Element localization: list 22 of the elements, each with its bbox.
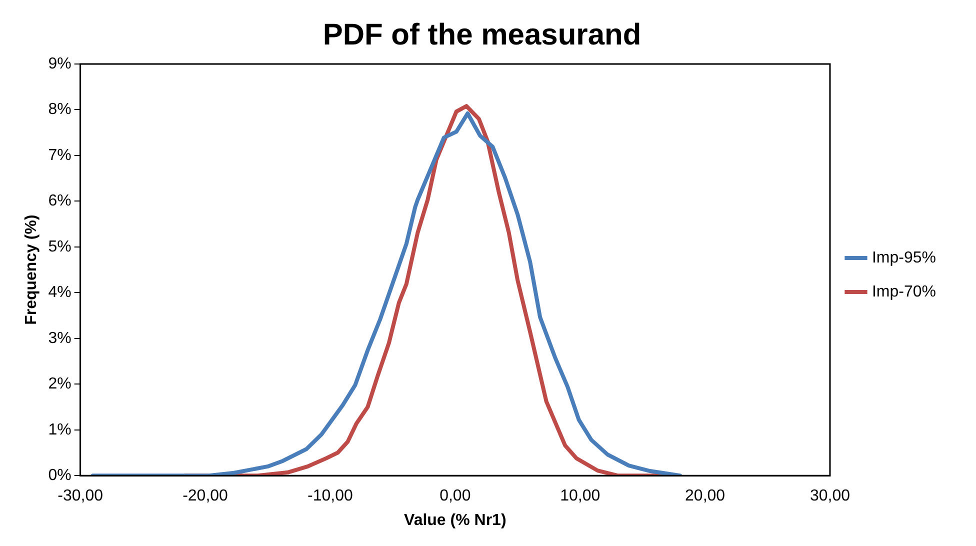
x-tick-label: -20,00 <box>182 488 228 505</box>
x-tick-label: 30,00 <box>810 488 850 505</box>
legend-label: Imp-95% <box>872 249 936 266</box>
x-tick-label: -10,00 <box>308 488 353 505</box>
legend-label: Imp-70% <box>872 283 936 300</box>
y-tick-label: 3% <box>48 330 72 347</box>
y-tick-label: 6% <box>48 192 72 210</box>
x-tick-label: 0,00 <box>440 488 471 505</box>
y-tick-label: 1% <box>48 421 72 438</box>
y-tick-label: 0% <box>48 467 72 484</box>
x-axis-title: Value (% Nr1) <box>404 512 506 529</box>
y-tick-label: 2% <box>48 376 72 393</box>
x-tick-label: -30,00 <box>58 488 104 505</box>
x-tick-label: 10,00 <box>560 488 600 505</box>
y-tick-label: 9% <box>48 55 72 72</box>
chart-title: PDF of the measurand <box>322 18 642 52</box>
y-axis-title: Frequency (%) <box>23 214 40 325</box>
y-tick-label: 7% <box>48 146 72 164</box>
y-tick-label: 5% <box>48 238 72 256</box>
x-tick-label: 20,00 <box>685 488 726 505</box>
y-tick-label: 4% <box>48 284 72 302</box>
y-tick-label: 8% <box>48 101 72 118</box>
